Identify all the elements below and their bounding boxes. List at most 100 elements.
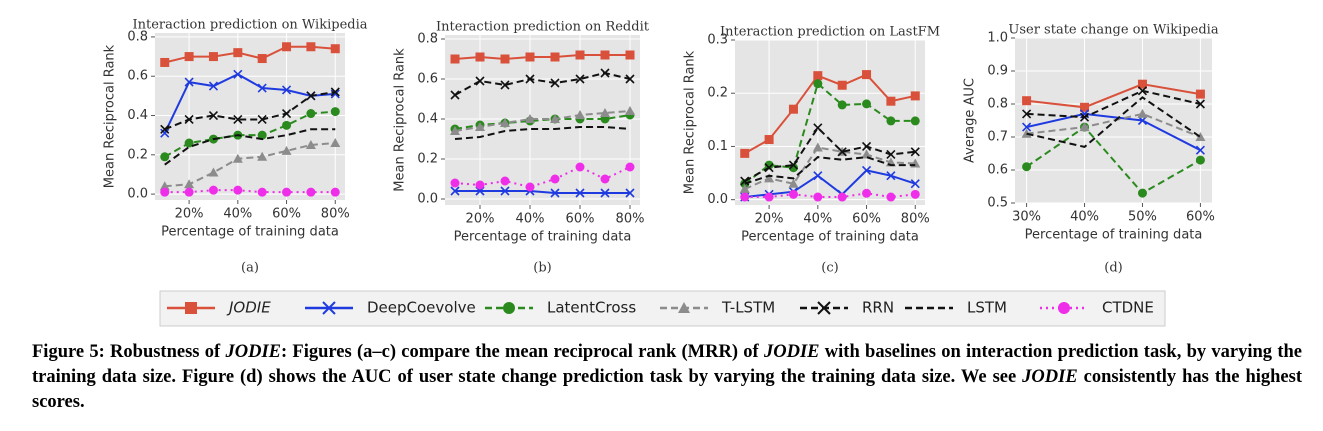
marker: [886, 171, 896, 181]
x-tick-label: 20%: [466, 212, 495, 227]
y-tick-label: 0.4: [417, 112, 438, 127]
series-line: [455, 190, 630, 194]
marker: [910, 179, 920, 189]
marker: [1137, 86, 1148, 96]
x-tick-label: 40%: [516, 212, 545, 227]
marker: [525, 74, 535, 84]
marker: [837, 192, 847, 202]
marker: [910, 91, 920, 101]
marker: [233, 48, 243, 58]
y-tick-label: 0.0: [127, 187, 148, 202]
marker: [257, 187, 267, 197]
marker: [862, 188, 872, 198]
y-tick-label: 0.3: [707, 33, 728, 48]
x-tick-label: 60%: [272, 207, 301, 222]
series-line: [1026, 89, 1201, 119]
marker: [861, 141, 872, 152]
marker: [625, 106, 635, 115]
marker: [740, 192, 750, 202]
caption-text: : Figures (a–c) compare the mean recipro…: [280, 342, 764, 362]
marker: [862, 99, 872, 109]
marker: [525, 114, 535, 123]
marker: [600, 68, 610, 78]
marker: [740, 148, 750, 158]
marker: [184, 114, 194, 125]
marker: [208, 185, 218, 195]
marker: [306, 109, 316, 119]
marker: [550, 78, 560, 88]
y-tick-label: 0.8: [127, 29, 148, 44]
panel-label: (d): [1104, 261, 1122, 276]
x-tick-label: 20%: [175, 207, 204, 222]
marker: [475, 76, 485, 86]
marker: [861, 165, 872, 175]
x-tick-label: 80%: [901, 212, 930, 227]
plot-area: [735, 40, 925, 205]
marker: [330, 138, 341, 148]
marker: [813, 71, 823, 81]
y-tick-label: 1.0: [987, 31, 1008, 46]
series-line: [164, 110, 336, 158]
marker: [450, 186, 460, 196]
marker: [500, 54, 510, 64]
chart-title: Interaction prediction on LastFM: [720, 25, 940, 40]
marker: [575, 188, 585, 198]
marker: [837, 100, 847, 110]
marker: [208, 110, 219, 121]
series-line: [1026, 112, 1201, 152]
marker: [813, 79, 823, 89]
marker: [788, 189, 798, 199]
marker: [550, 52, 560, 62]
marker: [600, 188, 610, 198]
marker: [525, 52, 535, 62]
y-tick-label: 0.8: [417, 32, 438, 47]
x-tick-label: 40%: [1070, 210, 1099, 225]
marker: [160, 128, 170, 138]
legend-marker: [1058, 302, 1070, 314]
x-tick-label: 30%: [1012, 210, 1041, 225]
marker: [600, 108, 610, 117]
marker: [500, 186, 510, 196]
marker: [861, 149, 872, 159]
caption-text: consistently has the highest scores.: [32, 367, 1302, 412]
marker: [1022, 162, 1032, 172]
marker: [306, 187, 316, 197]
marker: [184, 77, 194, 87]
marker: [1080, 102, 1090, 112]
marker: [1195, 155, 1205, 165]
series-line: [163, 73, 336, 134]
marker: [1079, 112, 1090, 122]
marker: [764, 173, 775, 183]
marker: [160, 187, 170, 197]
marker: [257, 151, 268, 161]
marker: [764, 192, 774, 202]
legend-label: T-LSTM: [721, 299, 775, 317]
marker: [184, 179, 195, 189]
marker: [625, 162, 635, 172]
marker: [257, 130, 267, 140]
marker: [257, 54, 267, 64]
x-tick-label: 60%: [1186, 210, 1215, 225]
marker: [450, 90, 460, 100]
marker: [208, 52, 218, 62]
marker: [788, 104, 798, 114]
marker: [1137, 188, 1147, 198]
marker: [764, 160, 774, 170]
panel-label: (b): [533, 261, 551, 276]
x-tick-label: 40%: [223, 207, 252, 222]
marker: [525, 182, 535, 192]
y-axis-label: Mean Reciprocal Rank: [103, 44, 118, 188]
marker: [282, 120, 292, 130]
marker: [208, 167, 219, 177]
series-line: [1026, 96, 1201, 148]
marker: [764, 135, 774, 145]
marker: [1021, 128, 1032, 138]
y-tick-label: 0.0: [417, 192, 438, 207]
marker: [500, 118, 510, 127]
series-line: [454, 126, 631, 140]
marker: [550, 174, 560, 184]
legend-label: JODIE: [226, 299, 271, 317]
series-line: [164, 128, 336, 166]
marker: [160, 57, 170, 67]
